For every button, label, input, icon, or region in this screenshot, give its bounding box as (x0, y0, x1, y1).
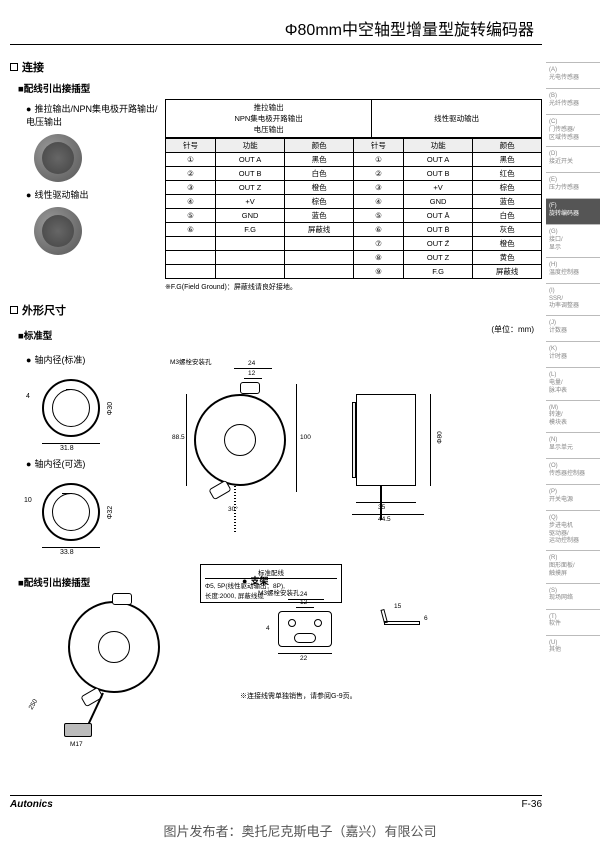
sub-standard: ■标准型 (18, 328, 52, 342)
sidebar-item: (I)SSR/功率调整器 (546, 283, 600, 315)
sidebar-item: (A)光电传感器 (546, 62, 600, 88)
sidebar-item: (N)显示单元 (546, 432, 600, 458)
sidebar-item: (M)转速/模块表 (546, 400, 600, 432)
fg-note: ※F.G(Field Ground)：屏蔽线请良好接地。 (165, 282, 542, 292)
sub-plug-wire: ■配线引出接插型 (18, 81, 542, 95)
category-sidebar: (A)光电传感器(B)光纤传感器(C)门传感器/区域传感器(D)接近开关(E)压… (546, 62, 600, 661)
connector-diagram-1 (34, 134, 82, 182)
section-dims-head: 外形尺寸 (10, 302, 542, 318)
bracket-front: M3螺栓安装孔 24 12 4 22 (264, 601, 346, 653)
section-connect-head: 连接 (10, 59, 542, 75)
sidebar-item: (F)旋转编码器 (546, 198, 600, 224)
sidebar-item: (L)电量/脉冲表 (546, 367, 600, 399)
sidebar-item: (U)其他 (546, 635, 600, 661)
shaft-opt-diagram: 10 Φ32 33.8 (18, 473, 138, 555)
sidebar-item: (T)软件 (546, 609, 600, 635)
sidebar-item: (B)光纤传感器 (546, 88, 600, 114)
sidebar-item: (K)计时器 (546, 341, 600, 367)
bullet-output1: 推拉输出/NPN集电极开路输出/电压输出 (26, 102, 165, 128)
sidebar-item: (Q)步进电机驱动器/运动控制器 (546, 510, 600, 550)
image-credit: 图片发布者：奥托尼克斯电子（嘉兴）有限公司 (0, 821, 600, 840)
sidebar-item: (O)传感器控制器 (546, 458, 600, 484)
sidebar-item: (P)开关电源 (546, 484, 600, 510)
shaft-std-diagram: 4 Φ30 31.8 (18, 369, 138, 451)
bracket-side: 15 6 (376, 601, 436, 661)
front-view-diagram: M3螺栓安装孔 24 12 30° 88.5 100 标准配线 Φ5, 5P(线… (140, 360, 320, 560)
sidebar-item: (C)门传感器/区域传感器 (546, 114, 600, 146)
side-view-diagram: Φ80 35 44.5 (338, 360, 458, 540)
bracket-note: ※连接线需单独销售，请参阅G-9页。 (240, 691, 542, 701)
page-title: Φ80mm中空轴型增量型旋转编码器 (10, 16, 542, 40)
inner-opt-label: 轴内径(可选) (26, 457, 140, 470)
pin-table: 推拉输出 NPN集电极开路输出 电压输出 线性驱动输出 针号功能颜色针号功能颜色… (165, 99, 542, 292)
sidebar-item: (E)压力传感器 (546, 172, 600, 198)
plug-diagram: 250 M17 (10, 593, 200, 753)
sidebar-item: (R)图形面板/触摸屏 (546, 550, 600, 582)
page-footer: Autonics F-36 (10, 795, 542, 810)
sidebar-item: (H)温度控制器 (546, 257, 600, 283)
sidebar-item: (S)现场网络 (546, 583, 600, 609)
unit-label: (单位：mm) (491, 324, 542, 346)
sidebar-item: (G)接口/显示 (546, 224, 600, 256)
connector-diagram-2 (34, 207, 82, 255)
sidebar-item: (D)接近开关 (546, 146, 600, 172)
sidebar-item: (J)计数器 (546, 315, 600, 341)
inner-std-label: 轴内径(标准) (26, 353, 140, 366)
bullet-output2: 线性驱动输出 (26, 188, 165, 201)
title-rule (10, 44, 542, 45)
